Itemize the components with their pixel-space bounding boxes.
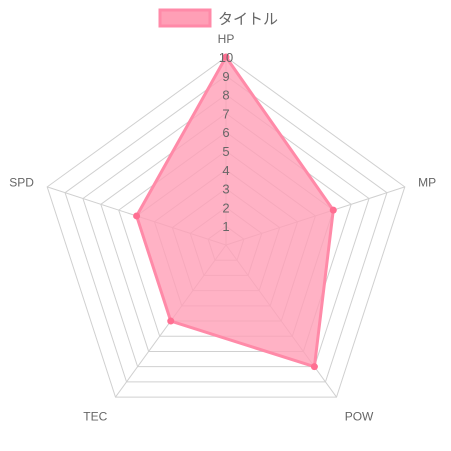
- tick-label: 4: [222, 163, 229, 178]
- series-area: [134, 54, 335, 369]
- axis-label: HP: [218, 32, 235, 46]
- grid-ring: [100, 112, 352, 352]
- grid-ring: [46, 56, 406, 398]
- tick-labels: 1 2 3 4 5 6 7 8 9 10: [219, 50, 233, 234]
- tick-label: 3: [222, 182, 229, 197]
- axis-label: SPD: [9, 176, 34, 190]
- axis-label: MP: [418, 176, 436, 190]
- data-point[interactable]: [167, 317, 175, 325]
- axis-label: TEC: [83, 409, 107, 423]
- tick-label: 10: [219, 50, 233, 65]
- axis-labels: HP MP POW TEC SPD: [9, 32, 436, 423]
- legend-label: タイトル: [218, 10, 278, 28]
- tick-label: 6: [222, 125, 229, 140]
- tick-label: 1: [222, 219, 229, 234]
- legend-swatch: [158, 8, 212, 28]
- data-point[interactable]: [222, 53, 230, 61]
- tick-label: 8: [222, 88, 229, 103]
- axis-label: POW: [345, 409, 374, 423]
- grid-ring: [64, 75, 388, 383]
- tick-label: 9: [222, 69, 229, 84]
- tick-label: 5: [222, 144, 229, 159]
- legend[interactable]: タイトル: [158, 8, 278, 28]
- data-point[interactable]: [133, 212, 141, 220]
- data-point[interactable]: [329, 206, 337, 214]
- radar-series: [133, 53, 337, 371]
- tick-label: 2: [222, 200, 229, 215]
- tick-label: 7: [222, 106, 229, 121]
- data-point[interactable]: [310, 363, 318, 371]
- grid-ring: [82, 93, 370, 368]
